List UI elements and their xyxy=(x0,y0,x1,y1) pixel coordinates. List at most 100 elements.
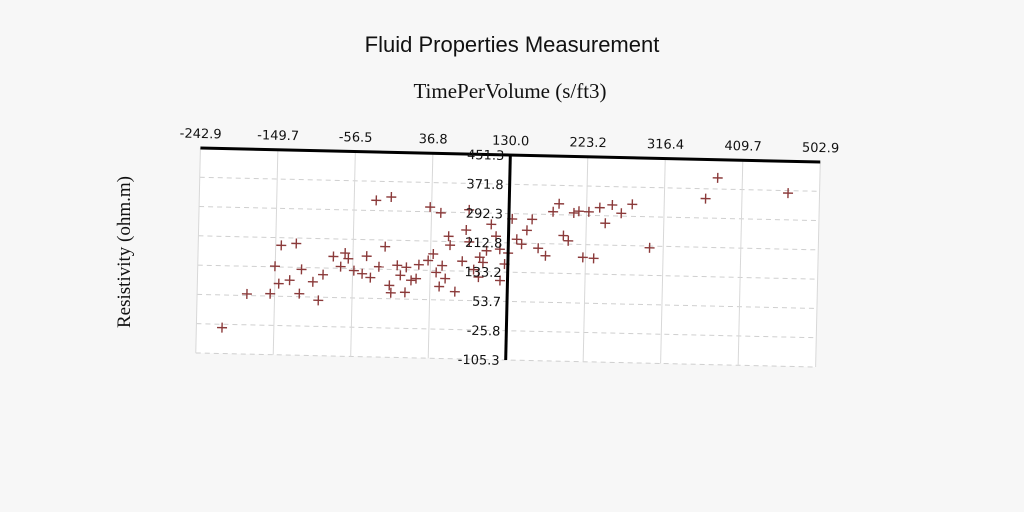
data-point xyxy=(577,252,588,263)
data-point xyxy=(457,256,468,267)
data-point xyxy=(443,231,454,242)
data-point xyxy=(481,245,492,256)
data-point xyxy=(533,243,544,254)
data-point xyxy=(361,251,372,262)
data-point xyxy=(265,288,276,299)
data-point xyxy=(365,272,376,283)
data-point xyxy=(335,261,346,272)
grid-line-v xyxy=(737,160,744,366)
data-point xyxy=(437,260,448,271)
data-point xyxy=(357,268,368,279)
data-point xyxy=(384,280,395,291)
data-point xyxy=(644,242,655,253)
x-tick-labels: -242.9 -149.7 -56.5 36.8 130.0 223.2 316.4 409.… xyxy=(180,127,840,157)
data-point xyxy=(431,267,442,278)
grid-line-v xyxy=(350,151,356,357)
y-tick-labels: 451.3 371.8 292.3 212.8 133.2 53.7 -25.8 -105.3 xyxy=(458,148,505,369)
data-point xyxy=(588,253,599,264)
data-point xyxy=(291,238,302,249)
data-point xyxy=(217,322,228,333)
data-point xyxy=(700,193,711,204)
x-tick-label: 316.4 xyxy=(647,137,685,153)
data-point xyxy=(340,248,351,259)
data-point xyxy=(521,225,532,236)
data-point xyxy=(594,202,605,213)
data-point xyxy=(406,275,417,286)
data-point xyxy=(607,199,618,210)
data-point xyxy=(511,234,522,245)
data-point xyxy=(494,275,506,286)
data-point xyxy=(491,231,502,242)
data-point xyxy=(568,207,579,218)
data-point xyxy=(284,275,295,286)
data-point xyxy=(468,264,479,275)
data-point xyxy=(445,240,456,251)
x-tick-label: -149.7 xyxy=(257,128,299,144)
data-point xyxy=(573,206,584,217)
data-point xyxy=(423,255,434,266)
data-point xyxy=(440,273,451,284)
data-point xyxy=(395,270,406,281)
grid-line-v xyxy=(815,162,821,368)
data-point xyxy=(600,218,611,229)
data-point xyxy=(558,230,569,241)
data-point xyxy=(712,172,723,183)
data-point xyxy=(307,276,318,287)
data-point xyxy=(385,287,396,298)
data-point xyxy=(380,241,391,252)
y-axis-line xyxy=(504,154,512,361)
data-point xyxy=(783,188,794,199)
chart-title: Fluid Properties Measurement xyxy=(365,32,660,57)
data-point xyxy=(583,206,594,217)
data-point xyxy=(343,253,354,264)
data-point xyxy=(434,281,445,292)
data-point xyxy=(486,219,497,230)
data-point xyxy=(386,191,397,203)
y-axis-label: Resistivity (ohm.m) xyxy=(114,176,135,328)
data-point xyxy=(461,225,472,236)
data-point xyxy=(318,269,329,280)
plot-area: -242.9 -149.7 -56.5 36.8 130.0 223.2 316.4 409.… xyxy=(180,127,840,369)
data-point xyxy=(276,240,287,251)
data-point xyxy=(516,239,527,250)
data-point xyxy=(401,262,412,273)
data-point xyxy=(464,236,475,247)
data-point xyxy=(540,250,551,261)
data-point xyxy=(371,195,382,206)
y-tick-label: 53.7 xyxy=(472,295,501,311)
data-point xyxy=(428,248,439,259)
y-tick-label: 451.3 xyxy=(467,148,505,164)
grid-line-v xyxy=(195,147,201,353)
y-tick-label: 292.3 xyxy=(466,207,504,223)
x-tick-label: 36.8 xyxy=(419,132,448,148)
data-point xyxy=(241,288,252,299)
data-point xyxy=(464,204,475,215)
data-point xyxy=(449,286,460,297)
y-tick-label: -25.8 xyxy=(467,324,501,340)
data-point xyxy=(473,272,484,283)
data-point xyxy=(494,244,505,255)
data-point xyxy=(548,206,559,217)
data-point xyxy=(413,259,424,270)
x-tick-label: 502.9 xyxy=(802,141,840,157)
x-tick-label: 223.2 xyxy=(569,135,607,151)
x-tick-label: -56.5 xyxy=(339,130,373,146)
grid-line-v xyxy=(660,158,666,364)
data-point xyxy=(477,257,488,268)
y-tick-label: -105.3 xyxy=(458,353,500,369)
data-point xyxy=(435,207,446,218)
grid-line-v xyxy=(272,149,279,355)
data-point xyxy=(273,278,284,289)
data-point xyxy=(373,261,384,272)
data-point xyxy=(392,260,403,271)
data-point xyxy=(474,252,485,263)
data-point xyxy=(348,265,359,276)
x-tick-label: 130.0 xyxy=(492,134,530,150)
data-point xyxy=(328,251,339,262)
grid-line-v xyxy=(427,153,434,359)
data-point xyxy=(269,261,280,272)
data-point xyxy=(425,202,436,213)
data-point xyxy=(399,287,410,298)
data-points xyxy=(217,172,794,333)
